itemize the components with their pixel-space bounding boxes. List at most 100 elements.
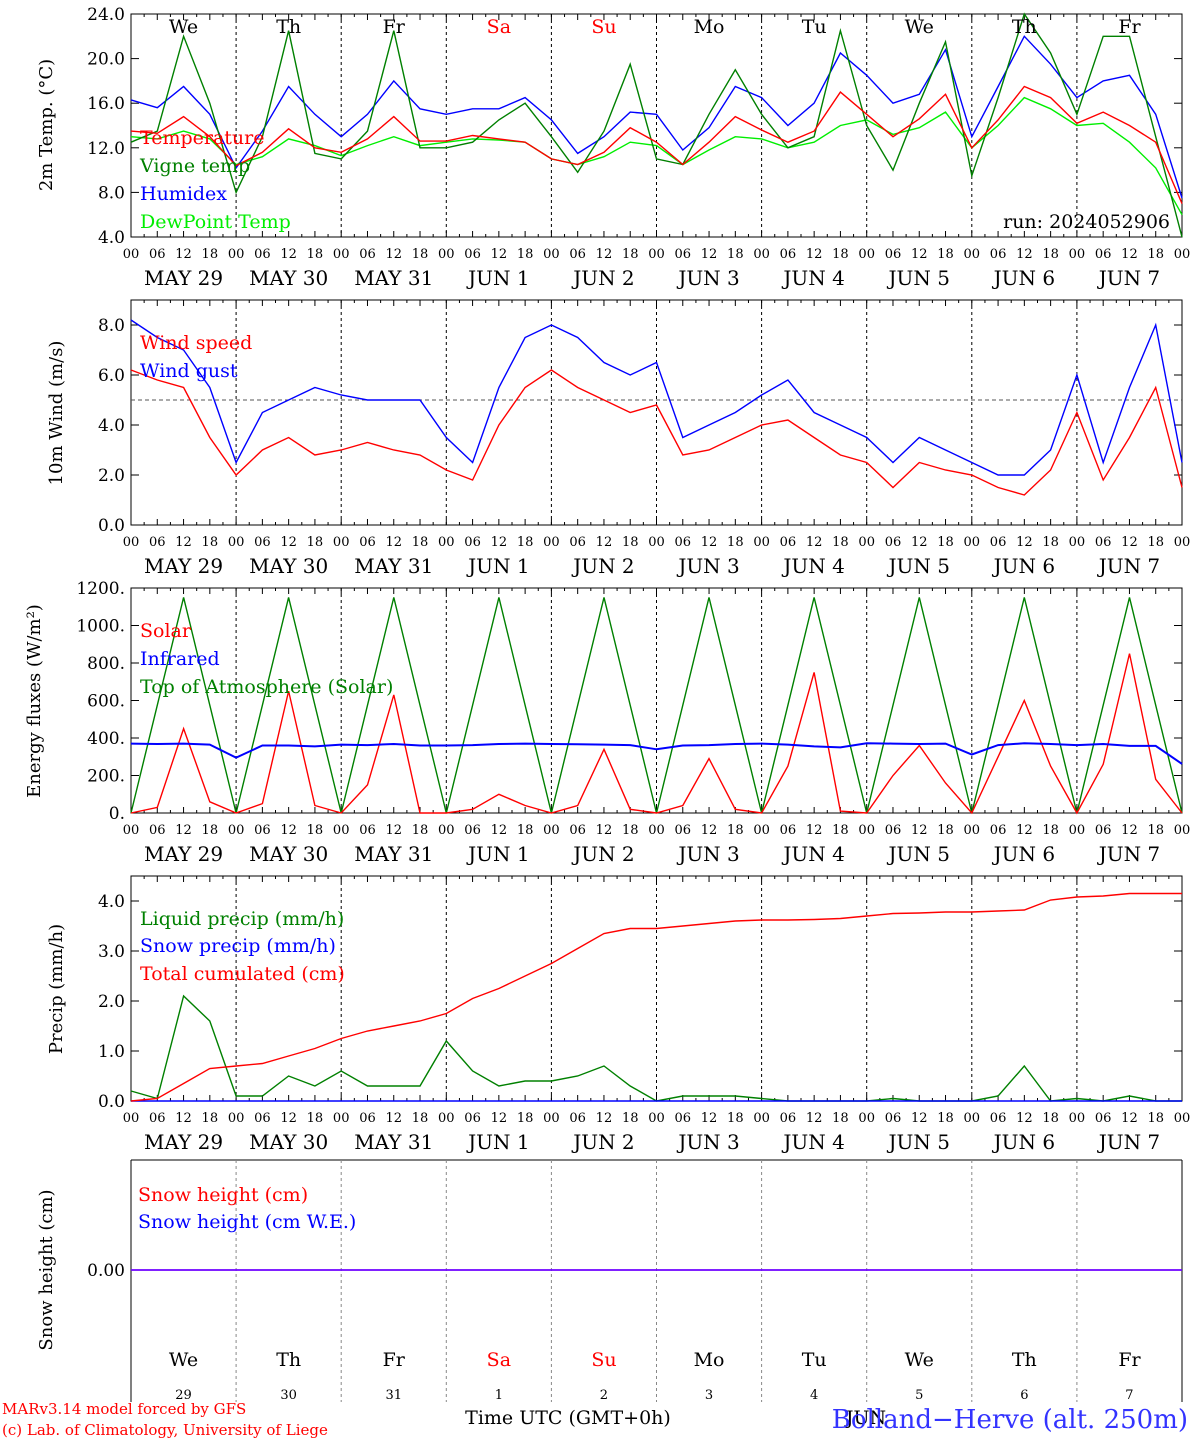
date-label: JUN 1 (466, 1130, 529, 1154)
hour-tick-label: 00 (228, 1111, 245, 1126)
date-label: JUN 3 (676, 842, 739, 866)
hour-tick-label: 12 (385, 1111, 402, 1126)
hour-tick-label: 06 (780, 247, 797, 262)
weekday-label: Mo (694, 1349, 725, 1371)
weekday-label: We (905, 1349, 934, 1371)
hour-tick-label: 12 (1121, 823, 1138, 838)
hour-tick-label: 18 (727, 535, 744, 550)
hour-tick-label: 12 (491, 823, 508, 838)
hour-tick-label: 18 (622, 1111, 639, 1126)
hour-tick-label: 18 (202, 823, 219, 838)
weekday-label: Th (276, 16, 301, 38)
hour-tick-label: 12 (491, 247, 508, 262)
hour-tick-label: 00 (753, 1111, 770, 1126)
hour-tick-label: 18 (1042, 823, 1059, 838)
plot-frame (130, 299, 1183, 526)
hour-tick-label: 18 (727, 1111, 744, 1126)
hour-tick-label: 00 (543, 823, 560, 838)
hour-tick-label: 00 (1174, 247, 1191, 262)
date-label: MAY 30 (249, 842, 328, 866)
weekday-label: Mo (694, 16, 725, 38)
hour-tick-label: 18 (202, 247, 219, 262)
y-tick-label: 0. (109, 804, 125, 824)
hour-tick-label: 12 (385, 823, 402, 838)
footer-model: MARv3.14 model forced by GFS (2, 1400, 246, 1418)
hour-tick-label: 18 (517, 1111, 534, 1126)
hour-tick-label: 00 (1069, 823, 1086, 838)
date-label: MAY 29 (144, 1130, 223, 1154)
weekday-label: Fr (1118, 16, 1141, 38)
hour-tick-label: 00 (964, 823, 981, 838)
date-label: JUN 3 (676, 1130, 739, 1154)
hour-tick-label: 18 (937, 1111, 954, 1126)
hour-tick-label: 06 (149, 535, 166, 550)
weekday-label: Tu (802, 1349, 827, 1371)
date-label: JUN 1 (466, 842, 529, 866)
snow-legend-we: Snow height (cm W.E.) (138, 1211, 356, 1233)
hour-tick-label: 06 (675, 535, 692, 550)
hour-tick-label: 06 (1095, 1111, 1112, 1126)
day-number-label: 1 (495, 1388, 503, 1403)
date-label: JUN 7 (1097, 554, 1160, 578)
date-label: JUN 6 (992, 266, 1055, 290)
y-tick-label: 20.0 (87, 50, 125, 70)
hour-tick-label: 18 (832, 823, 849, 838)
energy-legend-solar: Solar (140, 620, 192, 642)
hour-tick-label: 06 (464, 247, 481, 262)
hour-tick-label: 06 (675, 1111, 692, 1126)
series-group-1 (130, 319, 1183, 496)
hour-tick-label: 00 (858, 823, 875, 838)
temperature-panel: 00 06 12 18 00 06 12 18 00 06 12 18 00 06 12 18 00 06 12 18… (36, 5, 1190, 290)
axes-0: 00 06 12 18 00 06 12 18 00 06 12 18 00 06 12 18 00 06 12 18… (87, 5, 1190, 290)
y-tick-label: 600. (87, 692, 125, 712)
hour-tick-label: 18 (622, 823, 639, 838)
hour-tick-label: 12 (911, 823, 928, 838)
y-tick-label: 1200. (76, 579, 125, 599)
series-line-total-cumulated-cm (130, 892, 1182, 1102)
hour-tick-label: 00 (228, 535, 245, 550)
hour-tick-label: 00 (438, 247, 455, 262)
hour-tick-label: 12 (1016, 1111, 1033, 1126)
hour-tick-label: 00 (543, 535, 560, 550)
y-tick-label: 6.0 (98, 366, 125, 386)
hour-tick-label: 00 (648, 823, 665, 838)
y-tick-label: 2.0 (98, 992, 125, 1012)
hour-tick-label: 12 (806, 535, 823, 550)
hour-tick-label: 12 (596, 823, 613, 838)
date-label: JUN 4 (781, 842, 844, 866)
snow-panel: 0.00 Snow height (cm) Snow height (cm W.… (36, 1159, 1183, 1403)
hour-tick-label: 12 (175, 535, 192, 550)
hour-tick-label: 18 (1042, 1111, 1059, 1126)
hour-tick-label: 00 (858, 1111, 875, 1126)
hour-tick-label: 12 (491, 1111, 508, 1126)
hour-tick-label: 18 (412, 1111, 429, 1126)
date-label: JUN 5 (887, 554, 950, 578)
temperature-ylabel: 2m Temp. (°C) (36, 59, 57, 191)
hour-tick-label: 12 (911, 535, 928, 550)
series-group-2 (130, 597, 1183, 815)
hour-tick-label: 12 (701, 535, 718, 550)
hour-tick-label: 06 (990, 535, 1007, 550)
hour-tick-label: 00 (333, 535, 350, 550)
hour-tick-label: 12 (280, 1111, 297, 1126)
temperature-legend-dewpoint: DewPoint Temp (140, 211, 291, 233)
temperature-legend-humidex: Humidex (140, 183, 227, 205)
hour-tick-label: 00 (1174, 1111, 1191, 1126)
date-label: MAY 29 (144, 266, 223, 290)
axes-1: 00 06 12 18 00 06 12 18 00 06 12 18 00 06 12 18 00 06 12 18… (98, 299, 1190, 578)
axes-2: 00 06 12 18 00 06 12 18 00 06 12 18 00 06 12 18 00 06 12 18… (76, 579, 1190, 866)
hour-tick-label: 12 (175, 823, 192, 838)
hour-tick-label: 18 (517, 535, 534, 550)
hour-tick-label: 18 (727, 823, 744, 838)
series-line-wind-speed (130, 369, 1183, 496)
weekday-label: Fr (383, 16, 406, 38)
hour-tick-label: 06 (675, 247, 692, 262)
series-line-infrared (130, 742, 1183, 765)
hour-tick-label: 12 (701, 823, 718, 838)
hour-tick-label: 06 (464, 535, 481, 550)
hour-tick-label: 06 (254, 823, 271, 838)
hour-tick-label: 12 (1121, 535, 1138, 550)
hour-tick-label: 06 (254, 247, 271, 262)
weekday-label: Fr (383, 1349, 406, 1371)
wind-ylabel: 10m Wind (m/s) (46, 341, 67, 486)
